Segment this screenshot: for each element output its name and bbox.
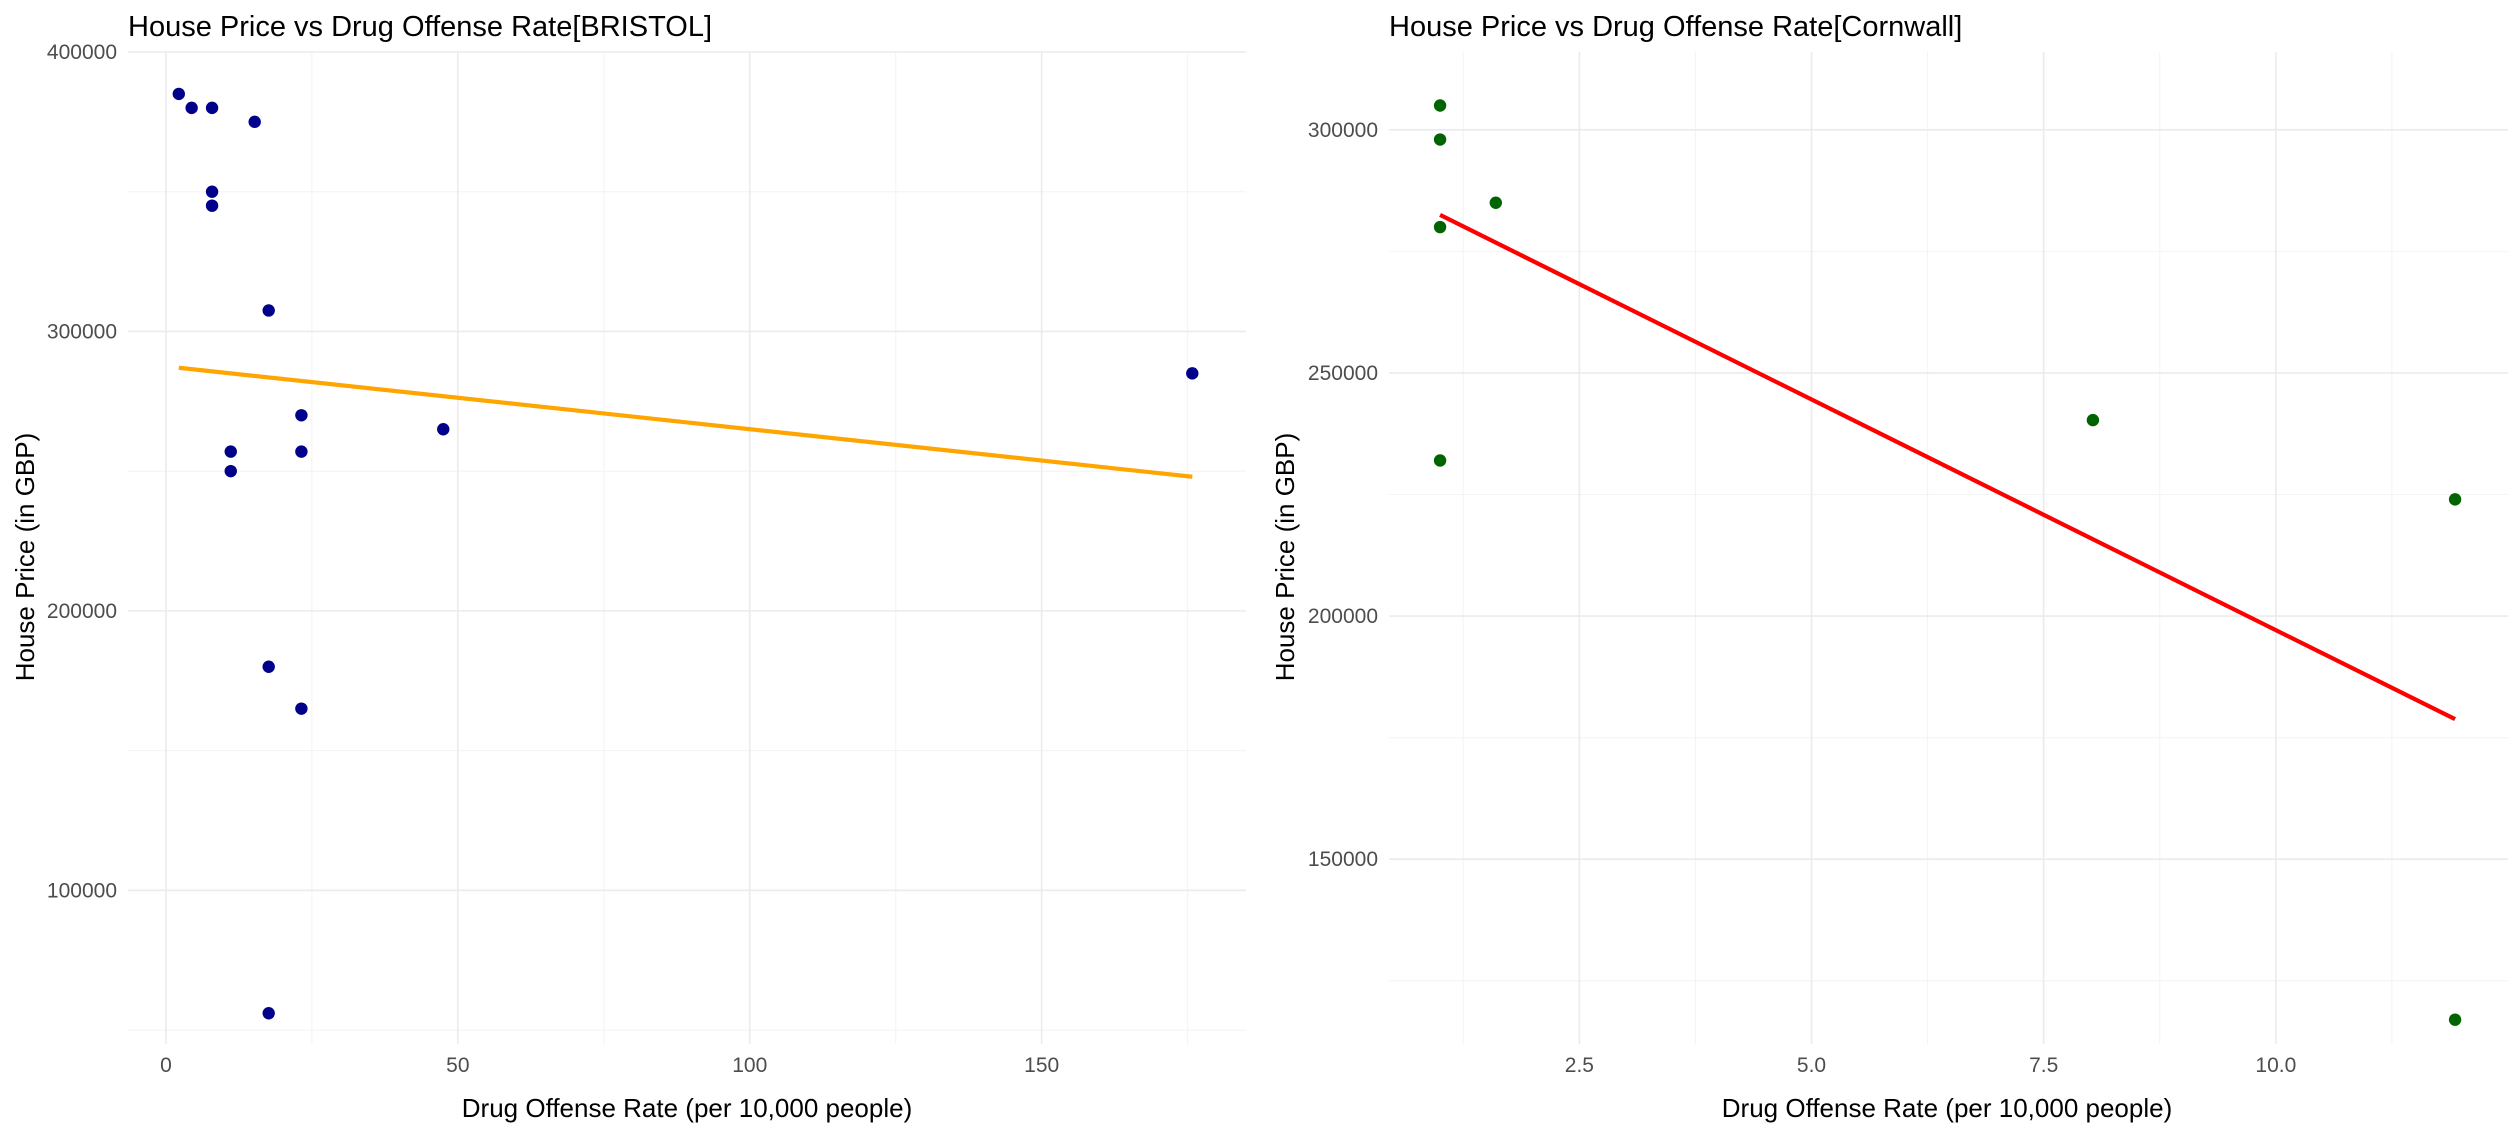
trend-line — [1439, 213, 2457, 722]
y-axis-title: House Price (in GBP) — [1270, 433, 1300, 682]
y-tick-label: 250000 — [1308, 362, 1378, 385]
x-tick-label: 0 — [160, 1054, 172, 1077]
data-point — [1433, 99, 1447, 112]
y-tick-label: 100000 — [47, 879, 117, 902]
data-point — [295, 409, 308, 422]
data-point — [205, 185, 219, 198]
x-tick-label: 50 — [446, 1054, 469, 1077]
data-point — [205, 101, 219, 115]
data-point — [248, 115, 261, 129]
bristol-panel: House Price vs Drug Offense Rate[BRISTOL… — [10, 11, 1246, 1123]
x-tick-label: 7.5 — [2029, 1054, 2058, 1077]
tick-labels: 2.5 5.0 7.5 10.0 150000 200000 250000 300000 — [1308, 119, 2296, 1077]
y-axis-title: House Price (in GBP) — [10, 433, 40, 682]
data-point — [172, 87, 185, 101]
data-points — [1433, 99, 2462, 1026]
x-tick-label: 5.0 — [1797, 1054, 1826, 1077]
x-axis-title: Drug Offense Rate (per 10,000 people) — [1722, 1093, 2172, 1123]
data-point — [437, 423, 450, 436]
trend-line — [178, 365, 1193, 479]
trend-line-group — [1439, 213, 2457, 722]
x-tick-label: 2.5 — [1565, 1054, 1594, 1077]
chart-title: House Price vs Drug Offense Rate[BRISTOL… — [128, 11, 712, 43]
data-point — [262, 304, 275, 317]
x-tick-label: 150 — [1024, 1054, 1059, 1077]
data-point — [1433, 220, 1447, 234]
data-points — [172, 87, 1199, 1020]
y-tick-label: 150000 — [1308, 848, 1378, 871]
y-tick-label: 400000 — [47, 41, 117, 64]
data-point — [205, 199, 219, 212]
data-point — [1433, 133, 1447, 146]
data-point — [2448, 1013, 2462, 1026]
chart-title: House Price vs Drug Offense Rate[Cornwal… — [1389, 11, 1962, 43]
data-point — [185, 101, 198, 115]
data-point — [2448, 493, 2462, 506]
tick-labels: 0 50 100 150 100000 200000 300000 400000 — [47, 41, 1059, 1077]
x-tick-label: 10.0 — [2255, 1054, 2296, 1077]
gridlines — [128, 51, 1246, 1044]
data-point — [295, 445, 308, 458]
data-point — [2086, 413, 2100, 427]
data-point — [1433, 454, 1447, 467]
trend-line-group — [178, 365, 1193, 479]
data-point — [1489, 196, 1502, 209]
gridlines — [1389, 52, 2508, 1044]
data-point — [224, 445, 237, 458]
cornwall-panel: House Price vs Drug Offense Rate[Cornwal… — [1270, 11, 2508, 1123]
y-tick-label: 300000 — [1308, 119, 1378, 142]
y-tick-label: 200000 — [1308, 605, 1378, 628]
x-tick-label: 100 — [732, 1054, 767, 1077]
data-point — [224, 464, 237, 478]
data-point — [295, 702, 308, 715]
y-tick-label: 300000 — [47, 320, 117, 343]
data-point — [262, 1007, 275, 1020]
data-point — [1186, 367, 1199, 380]
y-tick-label: 200000 — [47, 600, 117, 623]
x-axis-title: Drug Offense Rate (per 10,000 people) — [462, 1093, 912, 1123]
data-point — [262, 660, 275, 673]
